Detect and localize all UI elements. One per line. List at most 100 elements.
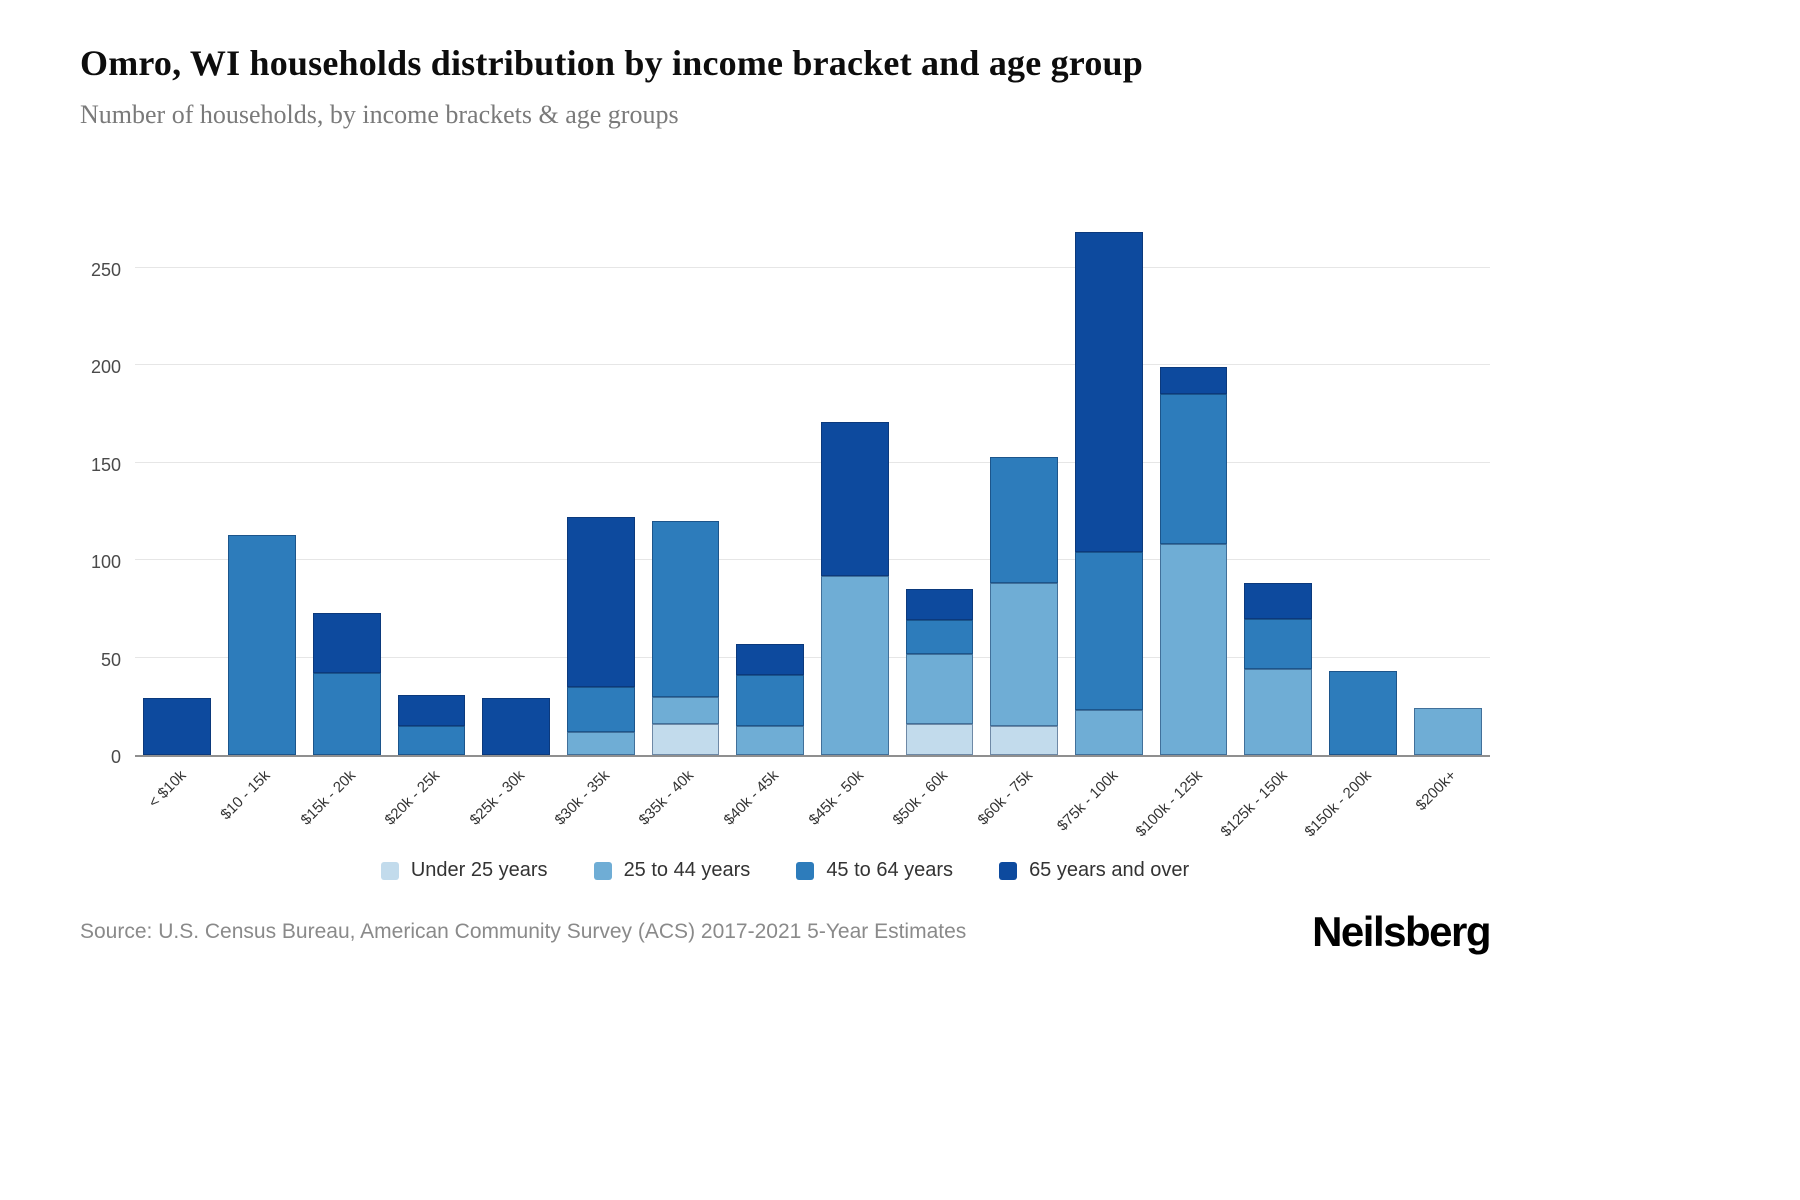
x-tick-cell: $10 - 15k [217, 757, 305, 857]
plot-area [135, 212, 1490, 757]
x-tick-cell: $100k - 125k [1132, 757, 1236, 857]
x-tick-label: $10 - 15k [217, 767, 275, 824]
x-axis: < $10k $10 - 15k $15k - 20k $20k - 25k $25k … [80, 757, 1490, 857]
bar-segment-under-25-years [651, 723, 720, 755]
y-tick-label: 200 [90, 357, 121, 377]
gridline-150 [135, 461, 1490, 463]
bar-segment-25-to-44-years [1159, 544, 1228, 755]
bar-segment-65-years-and-over [143, 698, 212, 755]
x-tick-label: $60k - 75k [974, 767, 1037, 829]
bar-segment-25-to-44-years [566, 731, 635, 755]
bar-slot [389, 212, 474, 755]
y-tick-label: 100 [90, 552, 121, 572]
bar-segment-25-to-44-years [1244, 669, 1313, 755]
bar-60k-75k [990, 456, 1059, 755]
gridline-200 [135, 364, 1490, 365]
bar-slot [135, 212, 220, 755]
bar-segment-45-to-64-years [905, 620, 974, 654]
source-attribution: Source: U.S. Census Bureau, American Com… [80, 920, 967, 943]
bar-segment-25-to-44-years [651, 696, 720, 724]
bar-segment-45-to-64-years [312, 673, 381, 755]
gridline-50 [135, 656, 1490, 658]
bar-segment-65-years-and-over [312, 612, 381, 674]
x-tick-cell: $60k - 75k [975, 757, 1067, 857]
bar-segment-25-to-44-years [1413, 708, 1482, 755]
bar-40k-45k [736, 643, 805, 755]
x-tick-label: $200k+ [1412, 767, 1460, 815]
legend-label: 45 to 64 years [826, 859, 954, 881]
bar-35k-40k [651, 521, 720, 755]
x-tick-cell: $50k - 60k [890, 757, 982, 857]
legend-swatch [999, 861, 1018, 880]
bar-segment-65-years-and-over [905, 589, 974, 621]
x-tick-cell: < $10k [135, 757, 220, 857]
x-tick-label: $40k - 45k [720, 767, 783, 829]
bar-slot [1236, 212, 1321, 755]
bar-100k-125k [1159, 366, 1228, 755]
bar-segment-65-years-and-over [482, 698, 550, 755]
bar-slot [558, 212, 643, 755]
bar-segment-65-years-and-over [397, 694, 466, 726]
x-tick-label: $15k - 20k [297, 767, 359, 829]
bar-slot [474, 212, 559, 755]
bar-segment-under-25-years [990, 725, 1059, 755]
bar-segment-65-years-and-over [820, 421, 889, 576]
bar-segment-25-to-44-years [990, 583, 1059, 726]
bar-slot [897, 212, 982, 755]
bar-10-15k [228, 534, 296, 755]
x-tick-cell: $200k+ [1405, 757, 1490, 857]
bar-slot [1405, 212, 1490, 755]
x-tick-cell: $150k - 200k [1302, 757, 1406, 857]
x-tick-cell: $30k - 35k [551, 757, 643, 857]
bar-slot [1151, 212, 1236, 755]
bar-segment-25-to-44-years [820, 575, 889, 755]
x-tick-label: $30k - 35k [551, 767, 613, 829]
plot-row: 0 50 100 150 200 250 [80, 212, 1490, 767]
bar-segment-45-to-64-years [651, 521, 720, 697]
bar-segment-45-to-64-years [736, 675, 805, 726]
legend-label: 65 years and over [1029, 859, 1190, 881]
x-axis-labels: < $10k $10 - 15k $15k - 20k $20k - 25k $25k … [135, 757, 1490, 857]
bar-15k-20k [312, 612, 381, 755]
legend-label: Under 25 years [410, 859, 548, 881]
x-tick-label: $35k - 40k [635, 767, 698, 829]
legend-item-45-to-64-years: 45 to 64 years [796, 859, 953, 882]
bar-45k-50k [820, 421, 889, 755]
x-tick-label: $20k - 25k [381, 767, 444, 829]
chart-subtitle: Number of households, by income brackets… [80, 100, 679, 129]
bar-slot [304, 212, 389, 755]
bar-segment-under-25-years [905, 723, 974, 755]
x-tick-cell: $35k - 40k [636, 757, 728, 857]
y-tick-label: 250 [90, 259, 121, 280]
chart-legend: Under 25 years 25 to 44 years 45 to 64 yea… [80, 859, 1490, 882]
y-axis-spacer [80, 757, 135, 857]
stacked-bar-chart: 0 50 100 150 200 250 < $10k $10 - 15k $15k - 20… [80, 212, 1490, 882]
x-tick-cell: $45k - 50k [805, 757, 898, 857]
chart-footer: Source: U.S. Census Bureau, American Com… [80, 908, 1491, 956]
x-tick-cell: $125k - 150k [1217, 757, 1321, 857]
gridline-100 [135, 559, 1490, 560]
gridline-250 [135, 266, 1490, 268]
x-tick-cell: $75k - 100k [1053, 757, 1152, 857]
bar-30k-35k [566, 517, 635, 755]
bar-segment-45-to-64-years [397, 725, 466, 755]
legend-item-25-to-44-years: 25 to 44 years [593, 859, 750, 882]
bar-20k-25k [397, 694, 466, 755]
legend-swatch [796, 861, 815, 880]
bar-segment-65-years-and-over [1244, 583, 1313, 619]
bar-segment-45-to-64-years [228, 534, 296, 755]
legend-swatch [380, 861, 399, 880]
bar-segment-65-years-and-over [1159, 366, 1228, 395]
bar-segment-45-to-64-years [1159, 394, 1228, 545]
bar-10k [143, 698, 212, 755]
bar-slot [220, 212, 305, 755]
x-tick-label: $25k - 30k [466, 767, 529, 829]
neilsberg-logo: Neilsberg [1312, 908, 1491, 955]
x-tick-label: < $10k [145, 767, 190, 812]
bar-slot [1321, 212, 1406, 755]
bar-slot [982, 212, 1067, 755]
bar-segment-65-years-and-over [736, 643, 805, 676]
bar-segment-45-to-64-years [1329, 671, 1397, 755]
bar-segment-45-to-64-years [1244, 618, 1313, 670]
